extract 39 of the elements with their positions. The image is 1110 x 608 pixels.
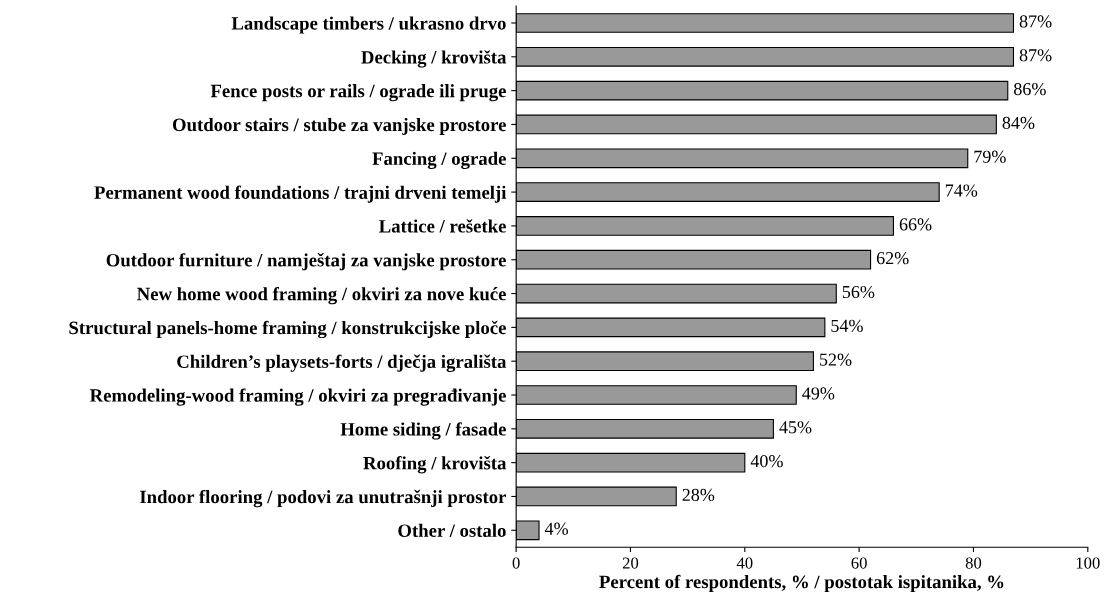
data-label: 84% bbox=[1002, 116, 1035, 130]
y-tick-label: Home siding / fasade bbox=[340, 422, 506, 440]
x-tick-label: 80 bbox=[965, 557, 982, 569]
data-label: 52% bbox=[820, 353, 852, 366]
y-tick-label: Children’s playsets-forts / dječja igrališta bbox=[177, 354, 507, 372]
x-axis-title: Percent of respondents, % / postotak ispitanika, % bbox=[599, 574, 1004, 593]
data-label: 4% bbox=[544, 522, 569, 535]
y-tick-label: Remodeling-wood framing / okviri za pregrađivanje bbox=[89, 388, 506, 406]
y-tick-label: Fancing / ograde bbox=[372, 151, 506, 169]
x-tick-label: 40 bbox=[736, 557, 753, 569]
data-label: 54% bbox=[831, 319, 863, 332]
data-label: 87% bbox=[1019, 15, 1052, 28]
data-label: 45% bbox=[779, 421, 812, 434]
y-tick-label: Roofing / krovišta bbox=[363, 456, 507, 474]
data-label: 74% bbox=[945, 184, 978, 197]
y-tick-label: Outdoor furniture / namještaj za vanjske prostore bbox=[106, 253, 506, 271]
y-tick-label: Decking / krovišta bbox=[361, 50, 507, 68]
y-tick-label: Landscape timbers / ukrasno drvo bbox=[231, 16, 506, 34]
y-tick-label: Outdoor stairs / stube za vanjske prostore bbox=[172, 117, 506, 135]
y-tick-label: Fence posts or rails / ograde ili pruge bbox=[210, 84, 506, 102]
x-tick-label: 20 bbox=[622, 557, 639, 569]
data-label: 66% bbox=[899, 218, 932, 231]
data-label: 56% bbox=[842, 285, 875, 299]
data-label: 87% bbox=[1019, 49, 1052, 62]
data-label: 49% bbox=[802, 387, 835, 400]
x-tick-label: 60 bbox=[851, 557, 867, 569]
y-tick-label: Structural panels-home framing / konstrukcijske ploče bbox=[69, 320, 506, 339]
data-label: 79% bbox=[974, 150, 1006, 163]
data-label: 62% bbox=[876, 252, 909, 265]
data-label: 40% bbox=[750, 454, 783, 468]
x-tick-label: 0 bbox=[512, 557, 520, 569]
y-tick-label: New home wood framing / okviri za nove kuće bbox=[137, 286, 506, 305]
y-tick-label: Permanent wood foundations / trajni drveni temelji bbox=[94, 185, 507, 203]
data-label: 86% bbox=[1014, 82, 1046, 96]
x-tick-label: 100 bbox=[1076, 557, 1100, 569]
data-label: 28% bbox=[682, 488, 715, 502]
y-tick-label: Indoor flooring / podovi za unutrašnji prostor bbox=[139, 489, 507, 508]
y-tick-label: Other / ostalo bbox=[398, 523, 506, 537]
y-tick-label: Lattice / rešetke bbox=[379, 219, 506, 233]
